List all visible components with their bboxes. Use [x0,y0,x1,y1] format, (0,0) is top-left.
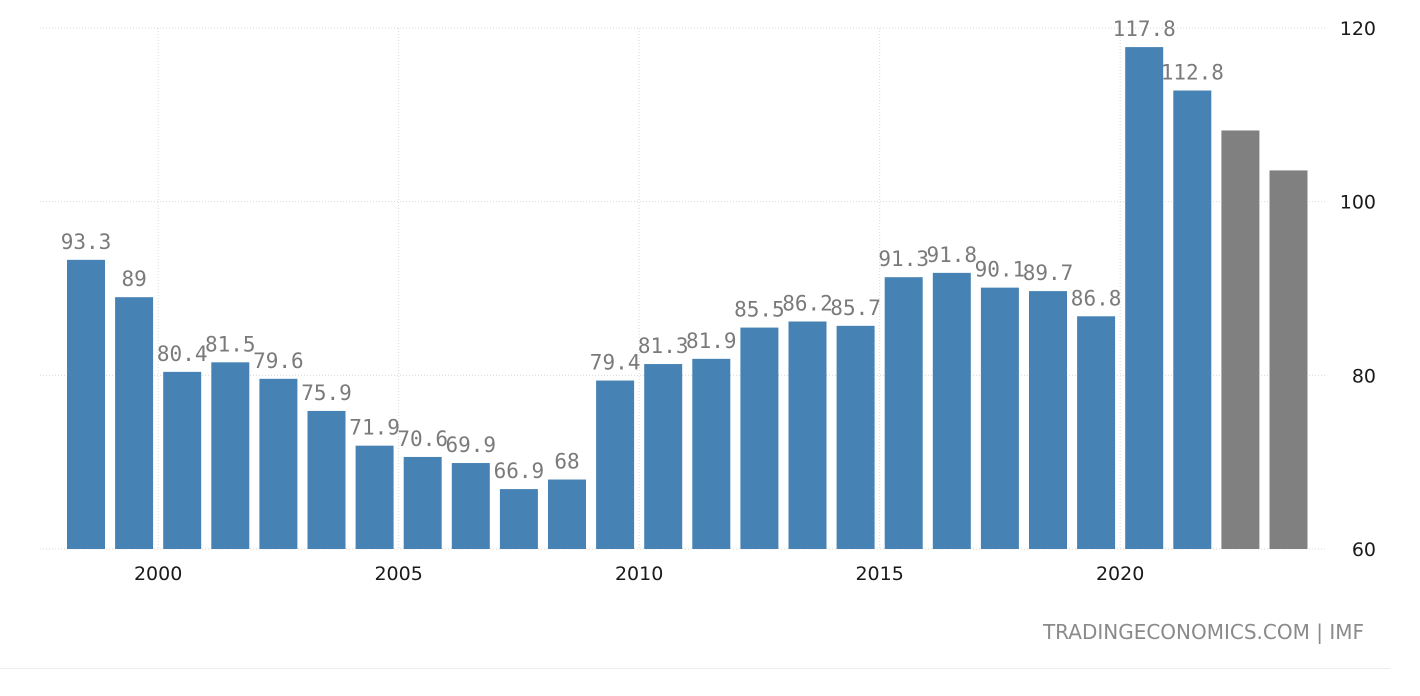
forecast-bar [1269,170,1308,549]
bar [1125,47,1164,549]
bar [932,272,971,549]
bar-data-label: 68 [554,450,579,474]
data-label-layer: 93.3 89 80.481.579.6 75.9 71.970.669.966.9 68… [61,17,1224,483]
bar [596,380,635,549]
bar [115,297,154,549]
bar [1173,90,1212,550]
y-tick-label: 100 [1340,192,1376,214]
bar-data-label: 79.4 [590,351,641,375]
x-tick-label: 2015 [855,563,903,585]
bar-data-label: 81.3 [638,334,689,358]
source-credit: TRADINGECONOMICS.COM | IMF [1042,620,1364,644]
bar [259,378,298,549]
bar [451,463,490,549]
bar-data-label: 75.9 [301,381,352,405]
bar [307,410,346,549]
bar [692,358,731,549]
bar [355,445,394,549]
x-tick-label: 2020 [1096,563,1144,585]
forecast-bar [1221,130,1260,550]
bar [163,371,202,549]
bar-data-label: 69.9 [446,433,497,457]
bar-data-label: 70.6 [397,427,448,451]
bar-data-label: 91.8 [927,243,978,267]
x-tick-label: 2000 [134,563,182,585]
bar-data-label: 66.9 [494,459,545,483]
y-tick-label: 120 [1340,18,1376,40]
bar [788,321,827,549]
bar-data-label: 90.1 [975,258,1026,282]
bar [884,277,923,549]
footer-divider [0,668,1390,669]
y-tick-label: 60 [1352,539,1376,561]
bar-layer [67,47,1308,550]
bar [67,259,105,549]
bar-data-label: 86.2 [782,291,833,315]
bar [403,456,442,549]
bar [499,489,538,549]
bar-data-label: 89 [121,267,146,291]
bar [836,325,875,549]
bar-data-label: 91.3 [878,247,929,271]
bar-data-label: 80.4 [157,342,208,366]
bar [548,479,586,549]
bar-data-label: 85.7 [830,296,881,320]
bar [644,364,683,549]
x-tick-label: 2010 [615,563,663,585]
bar-data-label: 71.9 [349,416,400,440]
bar [1029,291,1067,549]
bar-data-label: 93.3 [61,230,112,254]
bar-data-label: 89.7 [1023,261,1074,285]
bar-data-label: 112.8 [1161,61,1224,85]
x-tick-label: 2005 [374,563,422,585]
bar-data-label: 81.5 [205,332,256,356]
y-tick-label: 80 [1352,365,1376,387]
bar [211,362,250,549]
bar-data-label: 86.8 [1071,286,1122,310]
bar-data-label: 81.9 [686,329,737,353]
bar [740,327,779,549]
bar-data-label: 79.6 [253,349,304,373]
bar [1077,316,1116,549]
bar-data-label: 117.8 [1113,17,1176,41]
bar [980,287,1019,549]
bar-data-label: 85.5 [734,298,785,322]
axis-layer: 60 80 100 120 2000 2005 2010 2015 2020 [134,18,1376,585]
